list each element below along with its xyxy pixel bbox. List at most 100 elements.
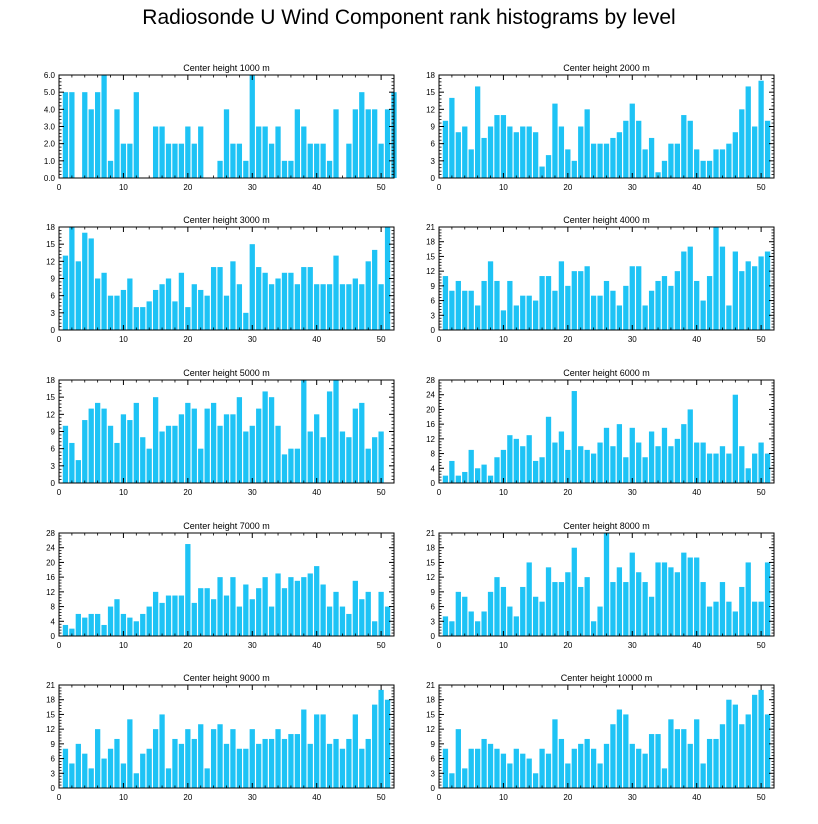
y-tick-label: 4.0	[44, 105, 56, 114]
bar	[713, 149, 719, 178]
bar	[294, 109, 300, 178]
bar	[487, 126, 494, 178]
panel-title: Center height 10000 m	[561, 673, 653, 683]
bar	[642, 149, 648, 178]
bar	[301, 380, 307, 483]
bar	[146, 748, 152, 788]
y-tick-label: 3.0	[44, 123, 56, 132]
bar	[475, 305, 481, 330]
bar	[739, 271, 745, 330]
bar	[552, 290, 558, 330]
x-tick-label: 0	[57, 488, 62, 497]
bar	[114, 295, 120, 330]
bar	[648, 734, 655, 788]
bar	[532, 300, 539, 330]
bar	[365, 448, 371, 483]
bar	[584, 738, 590, 788]
bar	[114, 599, 120, 636]
bar	[726, 453, 732, 483]
y-tick-label: 12	[426, 105, 435, 114]
bar	[172, 595, 178, 636]
bar	[249, 599, 255, 636]
y-tick-label: 3	[431, 157, 436, 166]
bar	[346, 437, 352, 483]
bar	[140, 613, 146, 636]
bar	[301, 577, 307, 636]
panel-9: Center height 9000 m 0 3 6 9 12 15 18 21 0 10 20 30 4…	[46, 673, 395, 802]
bar	[320, 284, 326, 330]
bar	[88, 768, 94, 788]
bar	[623, 714, 629, 788]
bar	[687, 120, 693, 178]
y-tick-label: 6	[431, 297, 436, 306]
bar	[62, 425, 69, 483]
bar	[500, 753, 507, 788]
x-tick-label: 0	[57, 183, 62, 192]
y-tick-label: 28	[426, 376, 435, 385]
bar	[526, 126, 532, 178]
bar	[700, 763, 706, 788]
bar	[88, 109, 94, 178]
y-tick-label: 6	[431, 603, 436, 612]
bar	[294, 734, 300, 788]
bar	[532, 132, 539, 178]
bar	[758, 689, 764, 788]
bar	[726, 305, 732, 330]
panel-title: Center height 7000 m	[183, 521, 270, 531]
bar	[152, 289, 159, 330]
bar	[668, 567, 674, 636]
panel-3: Center height 3000 m 0 3 6 9 12 15 18 0 10 20 30 40 5…	[46, 215, 395, 344]
bar	[314, 284, 320, 330]
bar	[352, 714, 358, 788]
bar	[256, 267, 262, 330]
x-tick-label: 40	[692, 183, 701, 192]
bar	[545, 416, 552, 483]
bar	[275, 126, 281, 178]
bar	[468, 611, 474, 636]
x-tick-label: 20	[563, 641, 572, 650]
bar	[152, 126, 159, 178]
bar	[629, 103, 635, 178]
bar	[127, 278, 133, 330]
bar	[694, 719, 700, 788]
x-tick-label: 50	[377, 335, 386, 344]
y-tick-label: 3	[431, 769, 436, 778]
bar	[165, 278, 172, 330]
bar	[758, 256, 764, 330]
bar	[359, 748, 365, 788]
x-tick-label: 40	[692, 335, 701, 344]
bar	[571, 391, 577, 483]
bar	[655, 280, 661, 330]
bar	[288, 160, 294, 178]
bar	[384, 227, 391, 330]
y-tick-label: 0	[51, 632, 56, 641]
bar	[500, 586, 507, 636]
y-tick-label: 3	[51, 462, 56, 471]
y-tick-label: 3	[51, 769, 56, 778]
bar	[745, 714, 751, 788]
bar	[719, 582, 726, 636]
bar	[165, 595, 172, 636]
bar	[642, 582, 648, 636]
bar	[230, 143, 236, 178]
x-tick-label: 10	[119, 183, 128, 192]
bar	[462, 290, 468, 330]
bar	[262, 738, 268, 788]
y-tick-label: 3	[431, 617, 436, 626]
y-tick-label: 12	[46, 588, 55, 597]
bar	[333, 380, 339, 483]
bar	[120, 763, 127, 788]
bar	[726, 601, 732, 636]
bar	[578, 446, 584, 483]
x-tick-label: 30	[248, 488, 257, 497]
bar	[243, 584, 249, 636]
bar	[346, 143, 352, 178]
bar	[288, 448, 294, 483]
bar	[694, 442, 700, 483]
bar	[333, 591, 339, 636]
bar	[449, 460, 455, 483]
bar	[230, 261, 236, 330]
bar	[578, 743, 584, 788]
bar	[558, 738, 565, 788]
bar	[62, 92, 69, 178]
